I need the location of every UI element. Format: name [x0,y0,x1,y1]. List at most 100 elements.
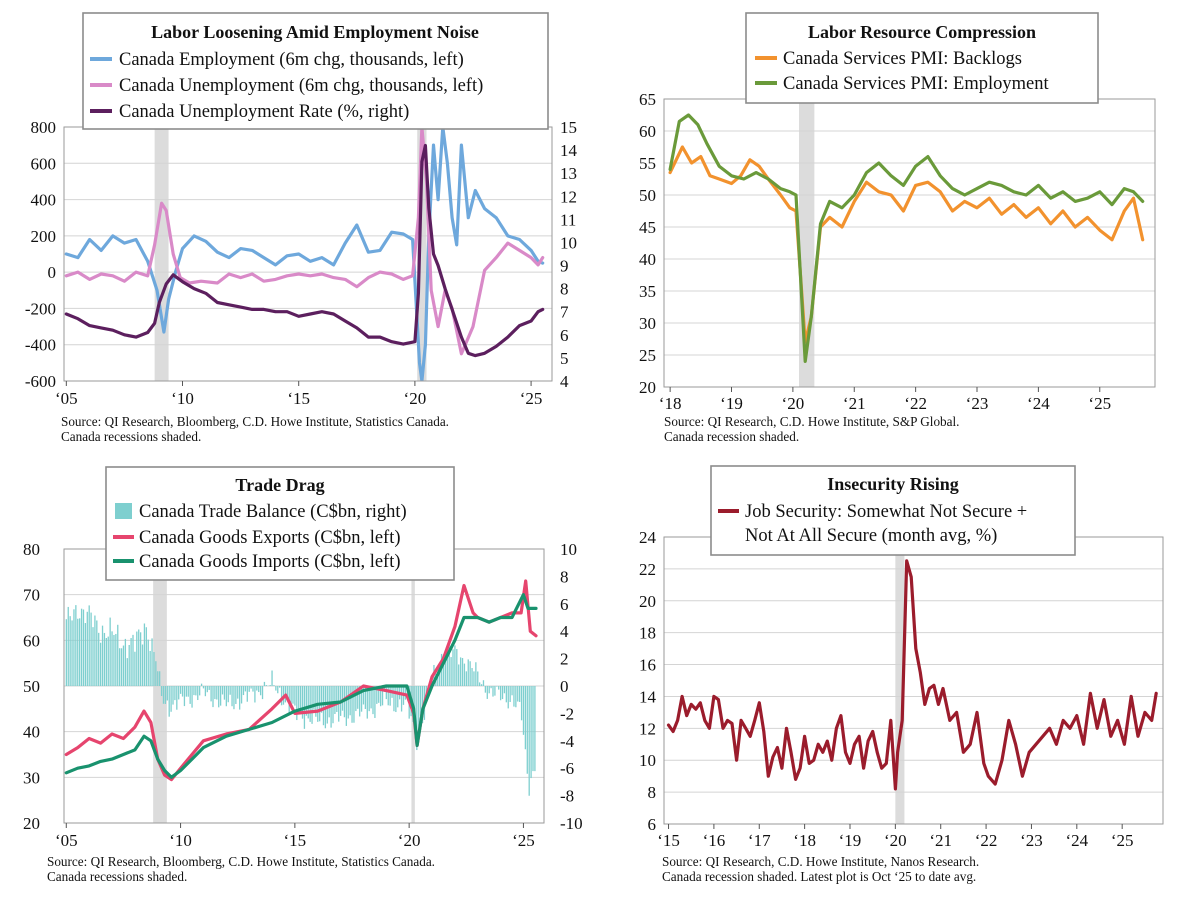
p3-trade-balance-bar [379,686,382,707]
p1-left-axis-ticks: 800 600 400 200 0 -200 -400 -600 [25,118,56,391]
p3-trade-balance-bar [488,686,490,694]
p3-trade-balance-bar [473,671,475,686]
p3-trade-balance-bar [305,686,307,716]
p3-trade-balance-bar [149,650,151,686]
p1-legend-rate: Canada Unemployment Rate (%, right) [119,102,409,122]
p3-source-line-1: Source: QI Research, Bloomberg, C.D. How… [47,854,435,869]
panel-labor-loosening: 800 600 400 200 0 -200 -400 -600 15 14 13 12 11 10 9 8… [25,12,578,444]
p1-x-tick-label: ‘10 [171,389,194,408]
p3-trade-balance-bar [174,686,176,701]
p3-trade-balance-bar [122,645,125,686]
p1-series [64,127,545,381]
p3-y-tick-label: 50 [23,677,40,696]
p3-trade-balance-bar [120,648,123,686]
p1-gridlines [64,126,552,382]
p3-trade-balance-bar [404,686,407,700]
p3-trade-balance-bar [259,686,262,696]
p4-x-tick-label: ‘23 [1020,831,1043,850]
p3-trade-balance-bar [94,615,96,686]
p3-trade-balance-bar [168,686,170,717]
p3-series-line-2 [64,593,538,779]
p3-trade-balance-bar [477,671,479,686]
p3-trade-balance-bar [139,632,142,686]
p3-trade-balance-bar [103,632,106,686]
p3-trade-balance-bar [147,639,149,686]
p3-trade-balance-bar [189,686,191,704]
p3-trade-balance-bar [341,686,344,711]
p3-trade-balance-bar [107,636,109,686]
p3-trade-balance-bar [80,608,83,686]
p3-trade-balance-bar [162,686,165,704]
p3-trade-balance-bar [469,661,471,686]
p3-trade-balance-bar [117,624,119,686]
p4-x-tick-label: ‘17 [748,831,771,850]
p1-source-line-2: Canada recessions shaded. [61,429,201,444]
p2-legend-box [745,12,1099,104]
p4-source-line-2: Canada recession shaded. Latest plot is … [662,869,976,884]
p3-trade-balance-bar [204,686,207,697]
p2-y-tick-label: 20 [639,378,656,397]
p3-trade-balance-bar [273,685,275,686]
p3-trade-balance-bar [67,606,69,686]
p3-trade-balance-bar [101,625,104,686]
p3-trade-balance-bar [155,661,157,686]
p3-trade-balance-bar [458,664,460,686]
p3-trade-balance-bar [160,686,163,697]
p4-source-line-1: Source: QI Research, C.D. Howe Institute… [662,854,979,869]
p3-trade-balance-bar [157,671,159,686]
p3-trade-balance-bar [265,685,267,686]
p3-trade-balance-bar [360,686,363,712]
p3-x-axis-ticks: ‘05 ‘10 ‘15 ‘20 ‘25 [55,823,535,850]
p2-x-tick-label: ‘19 [720,394,743,413]
p3-trade-balance-bar [271,670,273,686]
p4-legend: Insecurity Rising Job Security: Somewhat… [710,465,1076,556]
p2-y-axis-ticks: 65 60 55 50 45 40 35 30 25 20 [639,90,656,397]
p3-trade-balance-bar [69,616,71,686]
p1-series-line-3 [64,143,545,358]
p3-trade-balance-bar [524,686,527,750]
p1-y-right-tick-label: 11 [560,210,576,229]
p3-trade-balance-bar [79,618,81,686]
p3-trade-balance-bar [498,686,500,690]
p3-trade-balance-bar [520,686,523,721]
p2-series-line-2 [668,113,1145,363]
p3-y-right-tick-label: -8 [560,787,574,806]
p3-trade-balance-bar [513,686,515,707]
p3-trade-balance-bar [237,686,239,699]
p3-trade-balance-bar [444,660,447,686]
p3-y-right-tick-label: 4 [560,622,569,641]
p2-x-tick-label: ‘20 [782,394,805,413]
p3-legend-balance: Canada Trade Balance (C$bn, right) [139,502,407,522]
p3-trade-balance-bar [490,686,492,689]
p3-trade-balance-bar [172,686,174,705]
p3-trade-balance-bar [195,686,197,696]
p3-trade-balance-bar [385,686,387,700]
p3-trade-balance-bar [463,663,466,686]
p3-trade-balance-bar [467,659,469,686]
p2-y-tick-label: 25 [639,346,656,365]
p3-trade-balance-bar [187,686,189,697]
p1-y-tick-label: 200 [31,227,57,246]
p3-trade-balance-bar [75,605,77,686]
p3-source-line-2: Canada recessions shaded. [47,869,187,884]
p2-x-tick-label: ‘24 [1027,394,1050,413]
p1-recession-band-2 [417,127,427,381]
p3-trade-balance-bar [492,686,494,697]
p1-y-tick-label: 400 [31,191,57,210]
p3-trade-balance-bar [294,686,296,706]
p3-trade-balance-bar [368,686,370,712]
p1-y-tick-label: 0 [48,263,57,282]
p2-x-tick-label: ‘22 [904,394,927,413]
p2-x-tick-label: ‘25 [1088,394,1111,413]
p4-x-tick-label: ‘15 [657,831,680,850]
p2-source-line-2: Canada recession shaded. [664,429,799,444]
p3-trade-balance-bar [515,686,517,708]
p3-trade-balance-bar [185,686,187,697]
p3-trade-balance-bar [252,686,254,692]
p3-trade-balance-bar [480,684,483,686]
p4-legend-security-line-2: Not At All Secure (month avg, %) [745,526,997,546]
p3-y-tick-label: 60 [23,631,40,650]
p3-trade-balance-bar [246,686,248,702]
